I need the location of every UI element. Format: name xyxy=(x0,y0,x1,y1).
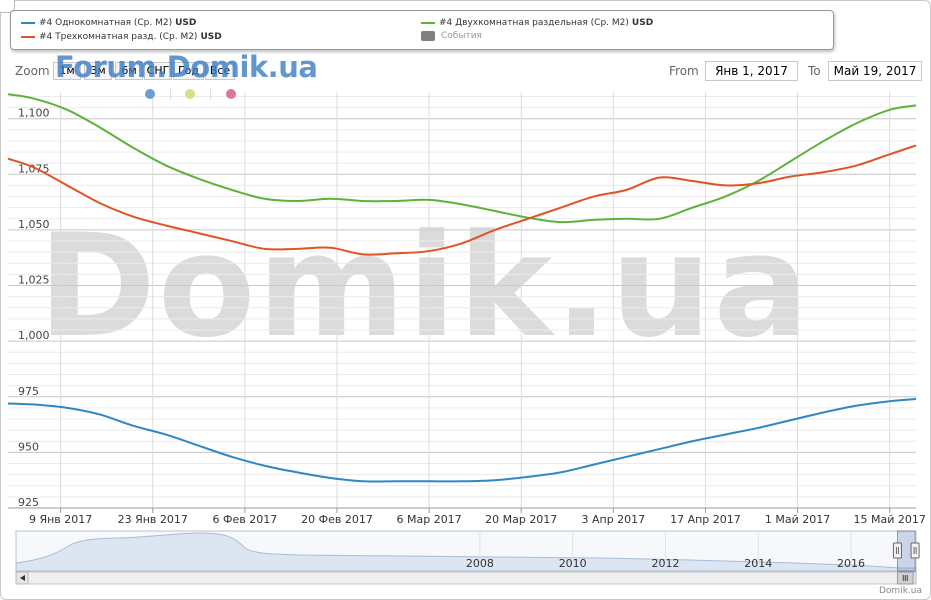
legend-item-two-room[interactable]: #4 Двухкомнатная раздельная (Ср. М2) USD xyxy=(421,18,653,28)
x-tick-label: 23 Янв 2017 xyxy=(118,513,188,526)
x-tick-label: 6 Мар 2017 xyxy=(396,513,461,526)
y-tick-label: 950 xyxy=(18,440,39,453)
watermark-forum: Forum.Domik.ua xyxy=(55,50,318,84)
scroll-left-arrow-icon xyxy=(20,575,25,581)
zoom-all-button[interactable]: Все xyxy=(205,62,235,80)
legend-label: #4 Однокомнатная (Ср. М2) xyxy=(39,18,173,28)
legend-swatch xyxy=(21,22,35,24)
navigator-area xyxy=(15,532,917,572)
legend-item-three-room[interactable]: #4 Трехкомнатная разд. (Ср. М2) USD xyxy=(21,32,222,42)
legend-unit: USD xyxy=(631,18,654,28)
zoom-ytd-button[interactable]: СНГ xyxy=(144,62,172,80)
event-dot[interactable] xyxy=(145,89,155,99)
y-tick-label: 1,025 xyxy=(18,274,50,287)
event-dot[interactable] xyxy=(226,89,236,99)
zoom-6m-button[interactable]: 6м xyxy=(115,62,143,80)
navigator-year-label: 2008 xyxy=(466,557,494,570)
x-tick-label: 17 Апр 2017 xyxy=(670,513,741,526)
navigator-year-label: 2014 xyxy=(744,557,772,570)
x-tick-label: 20 Фев 2017 xyxy=(301,513,373,526)
y-tick-label: 1,000 xyxy=(18,329,50,342)
legend-label: #4 Трехкомнатная разд. (Ср. М2) xyxy=(39,32,198,42)
x-tick-label: 6 Фев 2017 xyxy=(213,513,278,526)
legend-unit: USD xyxy=(200,32,222,42)
navigator-year-label: 2012 xyxy=(651,557,679,570)
legend-label: #4 Двухкомнатная раздельная (Ср. М2) xyxy=(439,18,629,28)
zoom-1m-button[interactable]: 1м xyxy=(53,62,81,80)
legend-item-one-room[interactable]: #4 Однокомнатная (Ср. М2) USD xyxy=(21,18,196,28)
legend-item-events[interactable]: События xyxy=(421,31,482,41)
legend-swatch xyxy=(21,36,35,38)
legend-swatch xyxy=(421,22,435,24)
event-dot-separator xyxy=(210,88,211,100)
to-date-input[interactable]: Май 19, 2017 xyxy=(828,61,922,81)
navigator-handle[interactable] xyxy=(910,542,920,559)
x-tick-label: 20 Мар 2017 xyxy=(485,513,557,526)
x-tick-label: 3 Апр 2017 xyxy=(581,513,645,526)
legend: #4 Однокомнатная (Ср. М2) USD #4 Двухком… xyxy=(10,10,834,50)
y-tick-label: 975 xyxy=(18,385,39,398)
from-label: From xyxy=(669,64,699,78)
x-tick-label: 15 Май 2017 xyxy=(853,513,925,526)
credit-link[interactable]: Domik.ua xyxy=(879,586,922,596)
y-tick-label: 1,050 xyxy=(18,218,50,231)
zoom-label: Zoom xyxy=(15,64,50,78)
series-line xyxy=(7,93,917,224)
zoom-1y-button[interactable]: Год xyxy=(173,62,204,80)
series-line xyxy=(7,397,917,483)
from-date-input[interactable]: Янв 1, 2017 xyxy=(705,61,798,81)
legend-unit: USD xyxy=(175,18,197,28)
to-label: To xyxy=(808,64,821,78)
x-tick-label: 9 Янв 2017 xyxy=(29,513,92,526)
legend-label: События xyxy=(441,31,482,41)
navigator-handle[interactable] xyxy=(892,542,902,559)
x-tick-label: 1 Май 2017 xyxy=(765,513,830,526)
event-dot[interactable] xyxy=(185,89,195,99)
legend-swatch xyxy=(421,31,435,41)
event-dot-separator xyxy=(170,88,171,100)
navigator-year-label: 2010 xyxy=(559,557,587,570)
context-menu-tab[interactable] xyxy=(0,0,15,13)
y-tick-label: 1,100 xyxy=(18,107,50,120)
series-line xyxy=(7,144,917,256)
watermark-large: Domik.ua xyxy=(38,204,812,369)
zoom-3m-button[interactable]: 3м xyxy=(84,62,112,80)
scrollbar-track xyxy=(15,571,917,585)
navigator-year-label: 2016 xyxy=(837,557,865,570)
y-tick-label: 925 xyxy=(18,496,39,509)
